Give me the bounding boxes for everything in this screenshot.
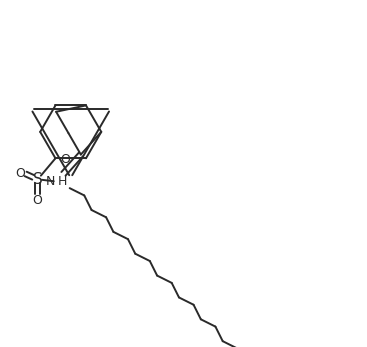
Text: O: O	[32, 194, 42, 207]
Text: S: S	[33, 172, 42, 187]
Text: N: N	[46, 175, 55, 188]
Text: O: O	[15, 167, 25, 180]
Text: O: O	[60, 153, 70, 166]
Text: H: H	[58, 175, 67, 188]
